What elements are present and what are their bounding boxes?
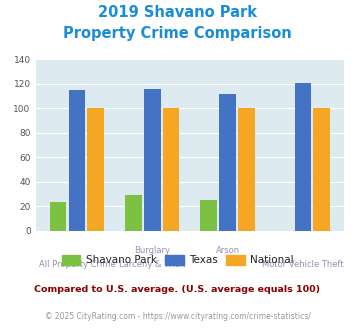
Text: Arson: Arson bbox=[215, 246, 240, 255]
Text: Larceny & Theft: Larceny & Theft bbox=[119, 260, 186, 269]
Text: 2019 Shavano Park: 2019 Shavano Park bbox=[98, 5, 257, 20]
Text: Burglary: Burglary bbox=[134, 246, 170, 255]
Legend: Shavano Park, Texas, National: Shavano Park, Texas, National bbox=[58, 251, 297, 270]
Text: All Property Crime: All Property Crime bbox=[39, 260, 115, 269]
Bar bbox=[144, 89, 160, 231]
Bar bbox=[50, 202, 66, 231]
Text: Motor Vehicle Theft: Motor Vehicle Theft bbox=[262, 260, 344, 269]
Bar bbox=[69, 90, 85, 231]
Bar bbox=[87, 109, 104, 231]
Text: © 2025 CityRating.com - https://www.cityrating.com/crime-statistics/: © 2025 CityRating.com - https://www.city… bbox=[45, 312, 310, 321]
Bar bbox=[163, 109, 179, 231]
Bar bbox=[201, 200, 217, 231]
Text: Property Crime Comparison: Property Crime Comparison bbox=[63, 26, 292, 41]
Text: Compared to U.S. average. (U.S. average equals 100): Compared to U.S. average. (U.S. average … bbox=[34, 285, 321, 294]
Bar bbox=[219, 94, 236, 231]
Bar bbox=[313, 109, 330, 231]
Bar bbox=[125, 195, 142, 231]
Bar bbox=[295, 83, 311, 231]
Bar bbox=[238, 109, 255, 231]
